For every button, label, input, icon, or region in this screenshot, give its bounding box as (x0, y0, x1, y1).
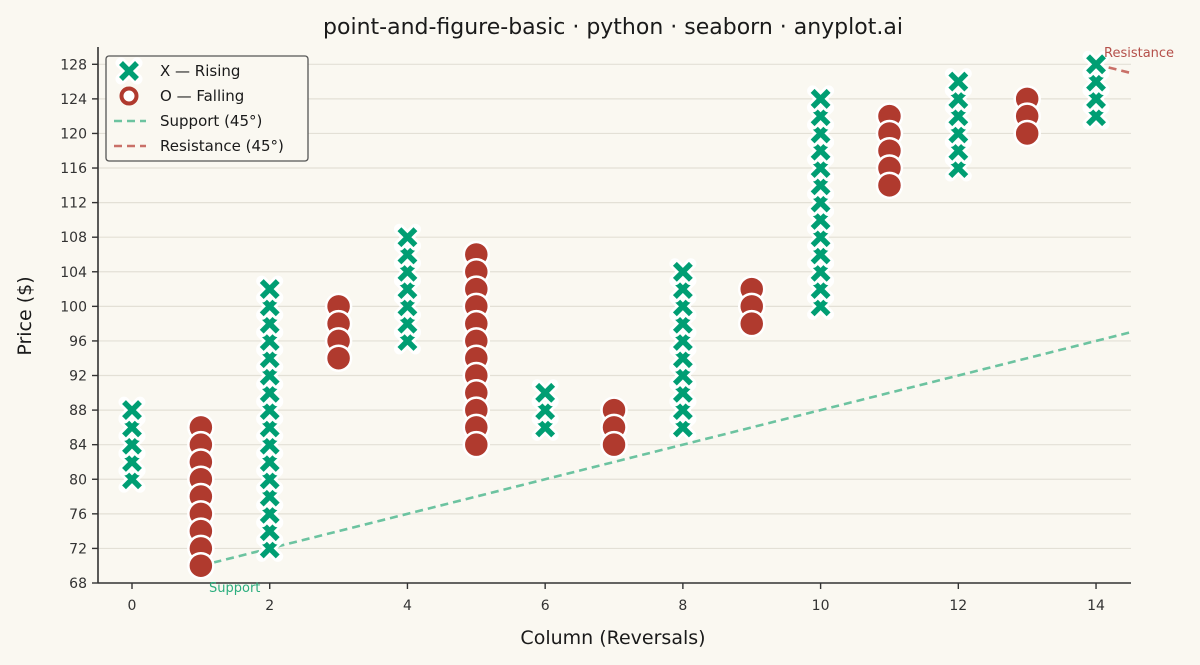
y-tick-label: 92 (69, 369, 87, 385)
x-axis-title: Column (Reversals) (520, 627, 705, 649)
rising-column (531, 379, 559, 441)
x-tick-label: 6 (541, 598, 550, 614)
x-tick-label: 0 (128, 598, 137, 614)
legend-label-resistance: Resistance (45°) (160, 137, 284, 155)
legend-frame (105, 55, 309, 162)
y-tick-label: 108 (60, 230, 87, 246)
x-mark (807, 85, 835, 113)
y-tick-label: 104 (60, 265, 87, 281)
y-tick-label: 96 (69, 334, 87, 350)
o-mark (875, 171, 904, 200)
o-mark (187, 551, 215, 580)
o-mark (1013, 119, 1041, 148)
support-line (200, 331, 1131, 567)
data-marks (118, 50, 1110, 580)
falling-column (600, 396, 628, 459)
rising-column (669, 258, 697, 441)
rising-column (256, 275, 284, 562)
y-tick-label: 88 (69, 403, 87, 419)
legend-o-marker (119, 86, 139, 106)
y-tick-label: 120 (60, 126, 87, 142)
y-axis-title: Price ($) (14, 276, 36, 355)
falling-column (187, 413, 215, 580)
chart-title: point-and-figure-basic · python · seabor… (323, 15, 903, 40)
x-tick-label: 14 (1087, 598, 1105, 614)
x-tick-label: 2 (265, 598, 274, 614)
legend-label-falling: O — Falling (160, 87, 244, 105)
legend-label-rising: X — Rising (160, 62, 240, 80)
y-tick-label: 116 (60, 161, 87, 177)
y-tick-label: 84 (69, 438, 87, 454)
falling-column (875, 102, 904, 200)
legend-swatches (114, 57, 146, 148)
y-tick-label: 76 (69, 507, 87, 523)
rising-column (807, 85, 835, 320)
x-tick-label: 10 (812, 598, 830, 614)
y-tick-label: 80 (69, 472, 87, 488)
legend: X — Rising O — Falling Support (45°) Res… (105, 55, 309, 162)
y-tick-label: 72 (69, 541, 87, 557)
y-tick-label: 100 (60, 299, 87, 315)
x-mark (118, 396, 146, 424)
y-tick-label: 128 (60, 57, 87, 73)
x-mark (393, 223, 421, 251)
x-mark (1082, 50, 1110, 78)
falling-column (324, 292, 353, 372)
labels: point-and-figure-basic · python · seabor… (14, 15, 1174, 649)
rising-column (1082, 50, 1110, 130)
x-tick-label: 12 (949, 598, 967, 614)
o-mark (737, 309, 766, 338)
o-mark (324, 344, 353, 372)
falling-column (462, 240, 491, 459)
axes: 6872768084889296100104108112116120124128… (60, 47, 1131, 614)
y-tick-label: 68 (69, 576, 87, 592)
o-mark (462, 430, 491, 459)
rising-column (944, 68, 972, 182)
resistance-annotation: Resistance (1104, 46, 1174, 61)
y-tick-label: 112 (60, 196, 87, 212)
falling-column (1013, 85, 1041, 148)
y-tick-label: 124 (60, 92, 87, 108)
x-tick-label: 8 (678, 598, 687, 614)
x-mark (944, 68, 972, 96)
legend-x-marker (115, 57, 143, 85)
legend-label-support: Support (45°) (160, 112, 262, 130)
support-annotation: Support (209, 581, 260, 596)
x-mark (256, 275, 284, 303)
o-mark (600, 430, 628, 459)
falling-column (737, 275, 766, 338)
rising-column (118, 396, 146, 493)
rising-column (393, 223, 421, 355)
x-mark (669, 258, 697, 286)
x-tick-label: 4 (403, 598, 412, 614)
x-mark (531, 379, 559, 407)
